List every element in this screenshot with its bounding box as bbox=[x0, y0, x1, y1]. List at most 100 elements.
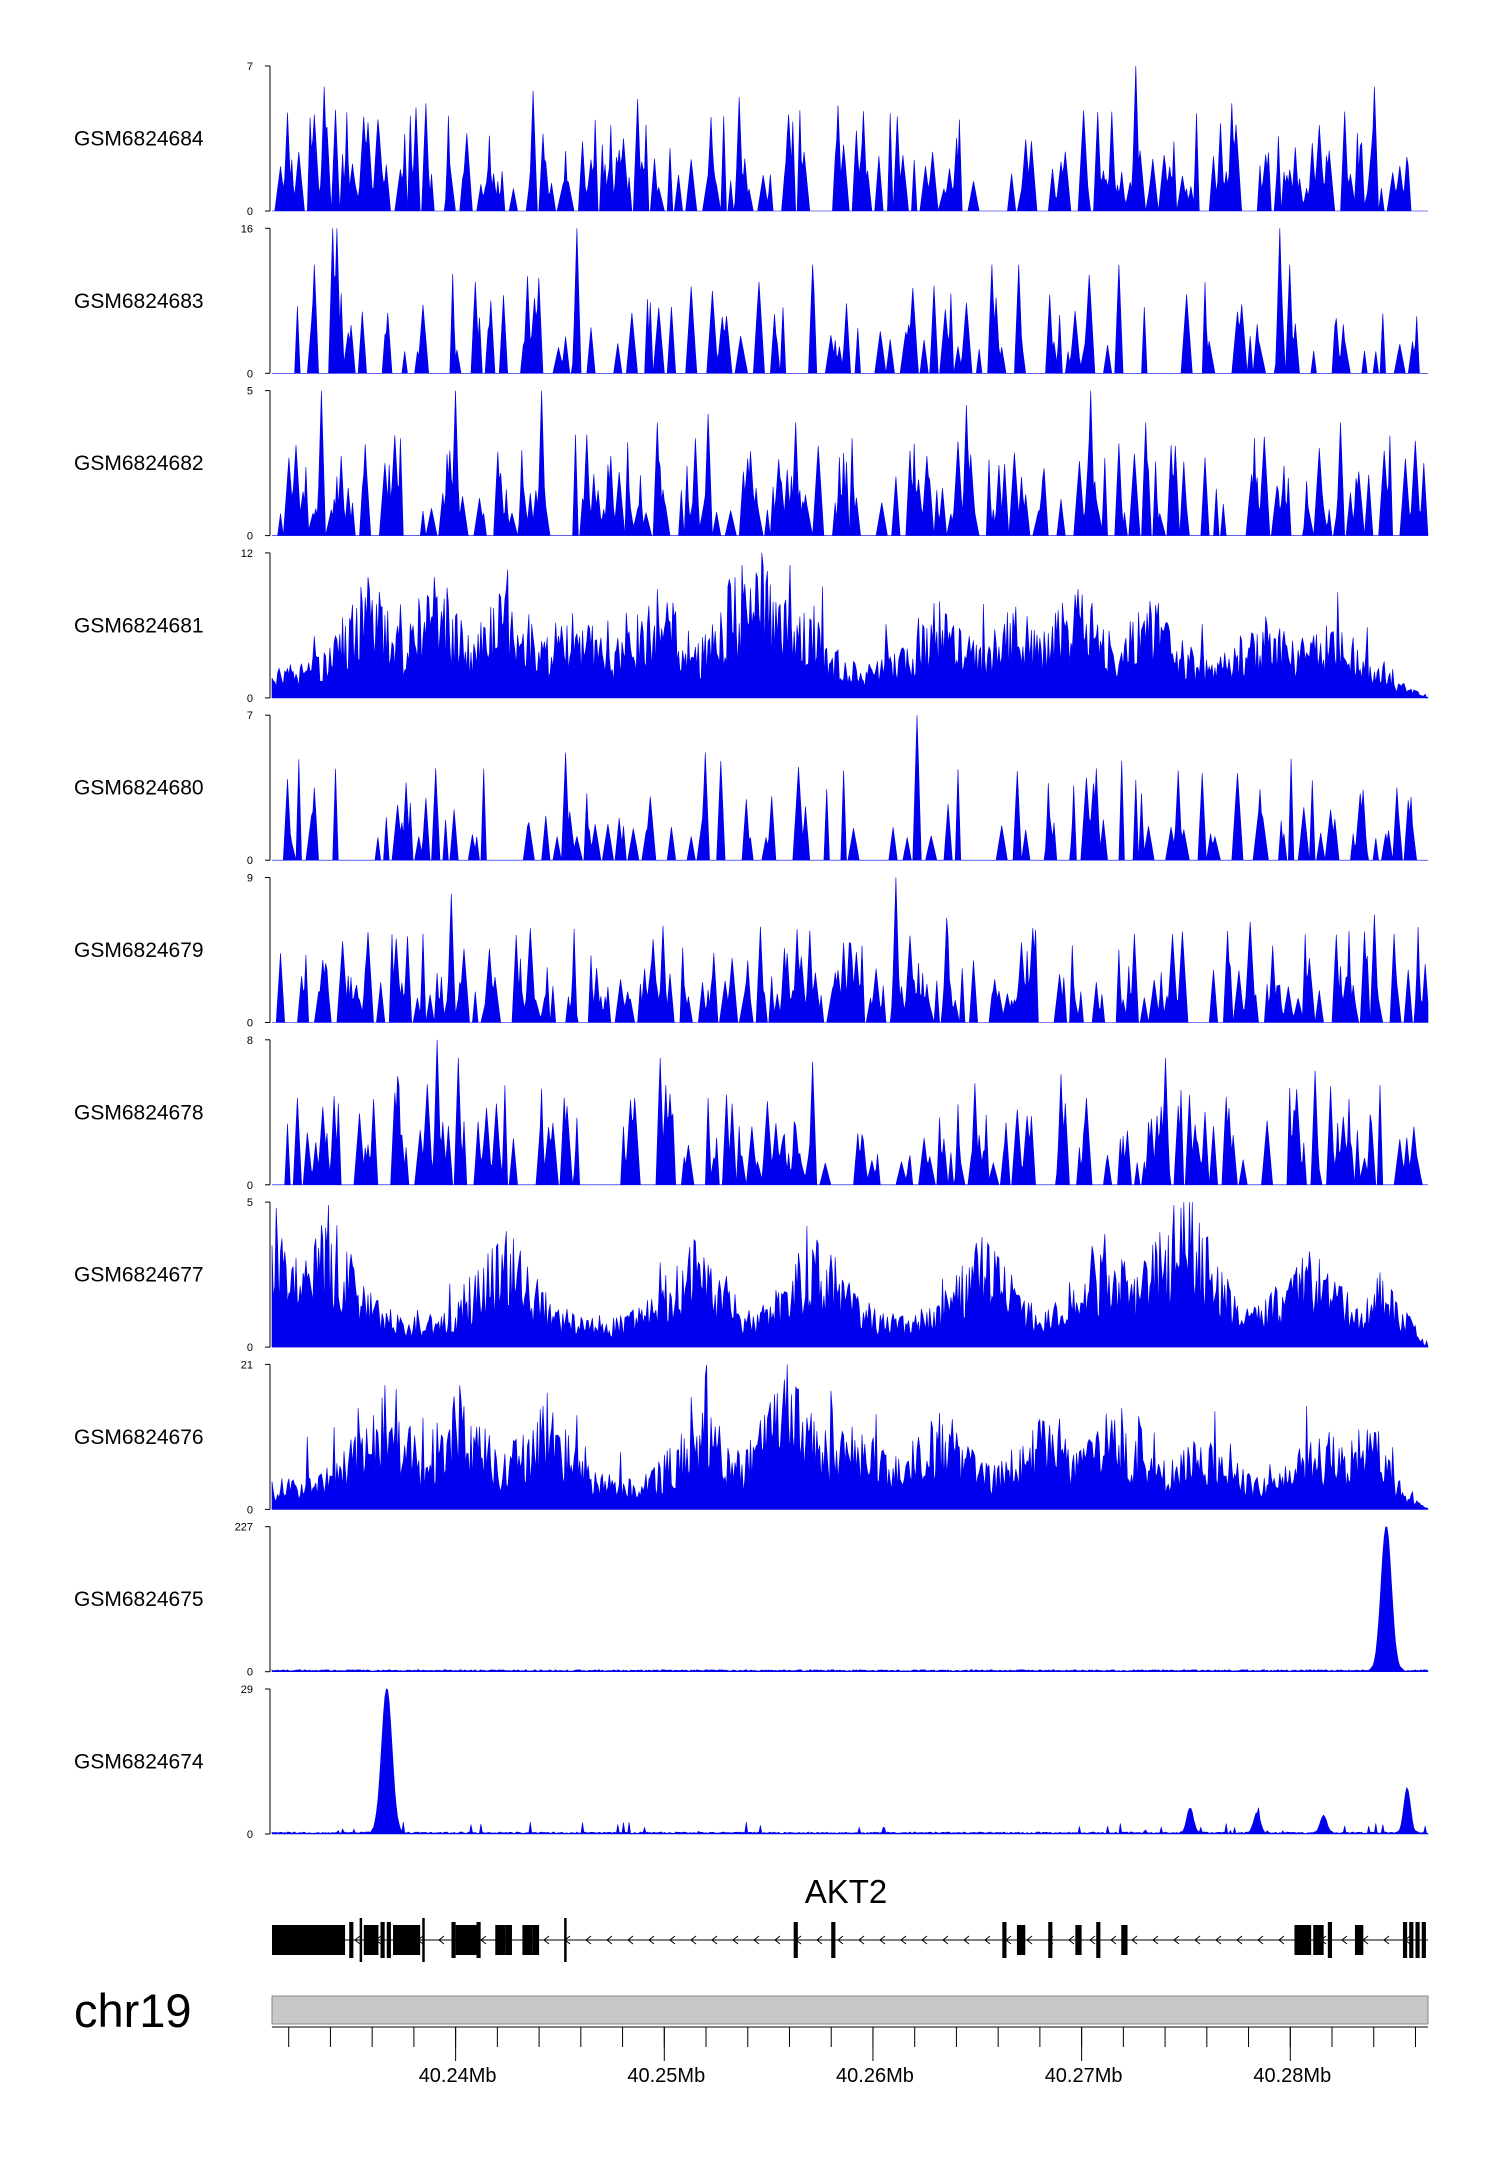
y-axis-max-label: 5 bbox=[247, 1197, 253, 1209]
exon bbox=[393, 1925, 421, 1955]
coverage-area bbox=[272, 65, 1428, 212]
coord-tick-label: 40.24Mb bbox=[419, 2065, 497, 2087]
y-axis-max-label: 5 bbox=[247, 386, 253, 398]
coverage-area bbox=[271, 1364, 1429, 1510]
y-axis-max-label: 227 bbox=[235, 1522, 253, 1534]
exon bbox=[1002, 1922, 1007, 1958]
strand-arrow bbox=[1257, 1935, 1264, 1945]
track-GSM6824681: GSM6824681 12 0 bbox=[74, 548, 1429, 705]
track-label: GSM6824677 bbox=[74, 1264, 204, 1287]
exon bbox=[522, 1925, 533, 1955]
y-axis-max-label: 7 bbox=[247, 710, 253, 722]
exon bbox=[793, 1922, 798, 1958]
coord-tick-label: 40.28Mb bbox=[1253, 2065, 1331, 2087]
strand-arrow bbox=[1215, 1935, 1222, 1945]
exon bbox=[1294, 1925, 1312, 1955]
exon bbox=[455, 1925, 477, 1955]
exon bbox=[495, 1925, 506, 1955]
exon bbox=[505, 1925, 512, 1955]
track-label: GSM6824676 bbox=[74, 1426, 204, 1449]
strand-arrow bbox=[480, 1935, 487, 1945]
gene-label-akt2: AKT2 bbox=[805, 1873, 888, 1910]
coverage-area bbox=[272, 1039, 1428, 1186]
y-axis-max-label: 7 bbox=[247, 61, 253, 73]
strand-arrow bbox=[648, 1935, 655, 1945]
track-label: GSM6824682 bbox=[74, 452, 204, 475]
y-axis-min-label: 0 bbox=[247, 1829, 253, 1841]
exon bbox=[1313, 1925, 1324, 1955]
y-axis-max-label: 21 bbox=[241, 1359, 253, 1371]
genomic-coordinate-axis: 40.24Mb 40.25Mb 40.26Mb 40.27Mb 40.28Mb bbox=[272, 2026, 1428, 2087]
exon bbox=[1075, 1925, 1082, 1955]
chromosome-ideogram: chr19 bbox=[74, 1984, 1429, 2037]
exon bbox=[532, 1925, 540, 1955]
coverage-area bbox=[271, 552, 1429, 699]
exon bbox=[363, 1925, 379, 1955]
y-axis-max-label: 9 bbox=[247, 873, 253, 885]
strand-arrow bbox=[753, 1935, 760, 1945]
track-label: GSM6824674 bbox=[74, 1751, 204, 1774]
coord-tick-label: 40.26Mb bbox=[836, 2065, 914, 2087]
coverage-area bbox=[271, 1688, 1429, 1835]
strand-arrow bbox=[963, 1935, 970, 1945]
track-label: GSM6824683 bbox=[74, 290, 204, 313]
strand-arrow bbox=[858, 1935, 865, 1945]
exon bbox=[451, 1922, 456, 1958]
track-GSM6824680: GSM6824680 7 0 bbox=[74, 710, 1428, 867]
exon bbox=[1354, 1925, 1364, 1955]
track-label: GSM6824678 bbox=[74, 1101, 204, 1124]
strand-arrow bbox=[1110, 1935, 1117, 1945]
gene-exons bbox=[272, 1918, 1426, 1962]
exon bbox=[1327, 1922, 1333, 1958]
track-GSM6824677: GSM6824677 5 0 bbox=[74, 1197, 1429, 1354]
track-label: GSM6824684 bbox=[74, 128, 204, 151]
exon bbox=[349, 1922, 354, 1958]
strand-arrow bbox=[1278, 1935, 1285, 1945]
exon bbox=[386, 1922, 391, 1958]
strand-arrow bbox=[1152, 1935, 1159, 1945]
y-axis-min-label: 0 bbox=[247, 368, 253, 380]
strand-arrow bbox=[816, 1935, 823, 1945]
exon bbox=[1409, 1922, 1414, 1958]
track-GSM6824683: GSM6824683 16 0 bbox=[74, 223, 1428, 380]
track-GSM6824679: GSM6824679 9 0 bbox=[74, 873, 1429, 1030]
exon bbox=[1096, 1922, 1101, 1958]
track-GSM6824674: GSM6824674 29 0 bbox=[74, 1684, 1429, 1841]
strand-arrow bbox=[1068, 1935, 1075, 1945]
strand-arrow bbox=[984, 1935, 991, 1945]
chromosome-bar bbox=[271, 1995, 1429, 2025]
strand-arrow bbox=[711, 1935, 718, 1945]
strand-arrow bbox=[1089, 1935, 1096, 1945]
track-label: GSM6824675 bbox=[74, 1588, 204, 1611]
strand-arrow bbox=[900, 1935, 907, 1945]
coverage-area bbox=[272, 877, 1429, 1023]
y-axis-max-label: 12 bbox=[241, 548, 253, 560]
y-axis-max-label: 8 bbox=[247, 1035, 253, 1047]
y-axis-min-label: 0 bbox=[247, 1180, 253, 1192]
strand-arrow bbox=[585, 1935, 592, 1945]
strand-arrow bbox=[543, 1935, 550, 1945]
strand-arrow bbox=[732, 1935, 739, 1945]
exon bbox=[564, 1918, 567, 1962]
strand-arrow bbox=[606, 1935, 613, 1945]
track-GSM6824682: GSM6824682 5 0 bbox=[74, 386, 1429, 543]
track-GSM6824684: GSM6824684 7 0 bbox=[74, 61, 1428, 218]
strand-arrow bbox=[879, 1935, 886, 1945]
strand-arrow bbox=[837, 1935, 844, 1945]
y-axis-min-label: 0 bbox=[247, 855, 253, 867]
coverage-area bbox=[271, 1202, 1429, 1348]
track-GSM6824676: GSM6824676 21 0 bbox=[74, 1359, 1429, 1516]
exon bbox=[272, 1925, 346, 1955]
y-axis-min-label: 0 bbox=[247, 1342, 253, 1354]
coverage-area bbox=[272, 715, 1428, 861]
coord-tick-label: 40.27Mb bbox=[1045, 2065, 1123, 2087]
coverage-area bbox=[271, 1526, 1429, 1672]
track-label: GSM6824679 bbox=[74, 939, 204, 962]
strand-arrow bbox=[690, 1935, 697, 1945]
strand-arrow bbox=[1026, 1935, 1033, 1945]
gene-track: AKT2 bbox=[272, 1873, 1428, 1962]
exon bbox=[476, 1922, 481, 1958]
strand-arrow bbox=[669, 1935, 676, 1945]
exon bbox=[1402, 1922, 1408, 1958]
exon bbox=[380, 1922, 385, 1958]
